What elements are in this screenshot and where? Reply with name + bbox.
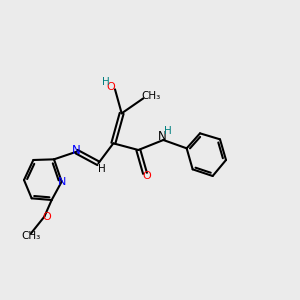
Text: H: H (102, 77, 110, 87)
Text: O: O (142, 171, 152, 181)
Text: N: N (58, 177, 66, 187)
Text: O: O (42, 212, 51, 222)
Text: N: N (158, 130, 167, 143)
Text: H: H (98, 164, 106, 174)
Text: H: H (164, 126, 172, 136)
Text: O: O (106, 82, 116, 92)
Text: N: N (72, 144, 81, 157)
Text: CH₃: CH₃ (142, 91, 161, 101)
Text: CH₃: CH₃ (21, 231, 40, 241)
